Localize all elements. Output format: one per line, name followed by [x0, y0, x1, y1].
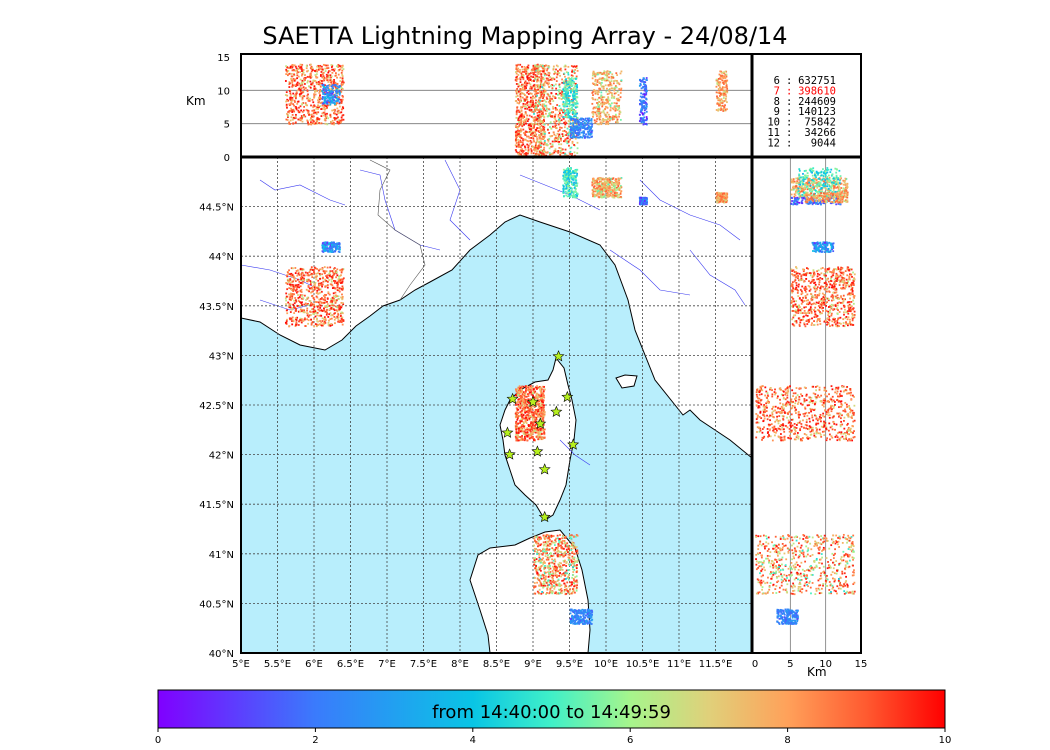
legend-level: 7	[774, 85, 780, 97]
station-star-icon	[527, 395, 539, 408]
altitude-tick-label: 15	[217, 53, 230, 64]
longitude-tick-label: 6.5°E	[337, 659, 364, 670]
longitude-tick-label: 9.5°E	[556, 659, 583, 670]
colorbar-tick-label: 2	[312, 735, 318, 746]
latitude-tick-label: 44.5°N	[199, 203, 234, 214]
latitude-tick-label: 42°N	[209, 451, 234, 462]
station-markers	[501, 350, 580, 523]
altitude-ticks-top: 0 5 10 15	[217, 53, 230, 164]
legend-count: 34266	[804, 127, 836, 139]
legend-separator: :	[786, 106, 792, 118]
longitude-tick-label: 6°E	[305, 659, 323, 670]
legend-level: 12	[767, 137, 780, 149]
legend-separator: :	[786, 127, 792, 139]
longitude-tick-label: 7°E	[378, 659, 396, 670]
altitude-tick-label: 15	[855, 659, 868, 670]
map-panel	[241, 157, 752, 653]
legend-level: 11	[767, 127, 780, 139]
legend-level: 9	[774, 106, 780, 118]
chart-title: SAETTA Lightning Mapping Array - 24/08/1…	[262, 22, 788, 50]
altitude-unit-top: Km	[186, 94, 206, 108]
legend-count: 75842	[804, 117, 836, 129]
longitude-tick-label: 5.5°E	[264, 659, 291, 670]
latitude-tick-label: 42.5°N	[199, 401, 234, 412]
legend-level: 6	[774, 75, 780, 87]
legend-separator: :	[786, 75, 792, 87]
altitude-lat-points	[755, 167, 856, 625]
station-star-icon	[552, 350, 565, 362]
legend-count: 398610	[798, 85, 836, 97]
legend-level: 8	[774, 96, 780, 108]
altitude-tick-label: 10	[819, 659, 832, 670]
altitude-tick-label: 5	[787, 659, 793, 670]
map-gridlines	[241, 157, 752, 653]
legend-separator: :	[786, 96, 792, 108]
altitude-tick-label: 10	[217, 86, 230, 97]
legend-count: 9044	[811, 137, 836, 149]
colorbar-tick-label: 4	[470, 735, 476, 746]
latitude-tick-label: 44°N	[209, 252, 234, 263]
altitude-lat-panel	[752, 157, 861, 653]
station-star-icon	[506, 392, 519, 405]
altitude-tick-label: 0	[752, 659, 758, 670]
longitude-tick-label: 7.5°E	[410, 659, 437, 670]
panel-borders	[240, 53, 862, 654]
latitude-ticks: 40°N 40.5°N 41°N 41.5°N 42°N 42.5°N 43°N 43.5°N…	[199, 203, 234, 660]
colorbar-tick-label: 8	[784, 735, 790, 746]
longitude-tick-label: 5°E	[232, 659, 250, 670]
legend-count: 244609	[798, 96, 836, 108]
colorbar: 0 2 4 6 8 10	[155, 689, 952, 746]
longitude-tick-label: 9°E	[524, 659, 542, 670]
longitude-ticks: 5°E 5.5°E 6°E 6.5°E 7°E 7.5°E 8°E 8.5°E 9°E 9.5°E…	[232, 659, 732, 670]
legend-level: 10	[767, 117, 780, 129]
legend-count: 140123	[798, 106, 836, 118]
station-star-icon	[567, 438, 580, 450]
altitude-lon-panel	[241, 54, 752, 157]
station-star-icon	[534, 417, 547, 429]
altitude-unit-right: Km	[807, 665, 827, 679]
latitude-tick-label: 40.5°N	[199, 599, 234, 610]
elba-island	[615, 374, 638, 389]
station-star-icon	[501, 426, 514, 438]
station-star-icon	[538, 510, 551, 523]
legend-box: 6:6327517:3986108:2446099:14012310:75842…	[752, 54, 861, 157]
colorbar-label: from 14:40:00 to 14:49:59	[432, 702, 671, 723]
latitude-tick-label: 43.5°N	[199, 302, 234, 313]
legend-separator: :	[786, 137, 792, 149]
mainland-landmass	[241, 157, 752, 459]
altitude-ticks-right: 0 5 10 15	[752, 659, 868, 670]
legend-separator: :	[786, 85, 792, 97]
station-star-icon	[503, 448, 516, 460]
colorbar-gradient	[157, 689, 946, 729]
altitude-tick-label: 0	[224, 153, 230, 164]
longitude-tick-label: 8°E	[451, 659, 469, 670]
colorbar-tick-label: 0	[155, 735, 161, 746]
station-star-icon	[561, 390, 574, 403]
longitude-tick-label: 11.5°E	[699, 659, 733, 670]
longitude-tick-label: 8.5°E	[483, 659, 510, 670]
altitude-tick-label: 5	[224, 120, 230, 131]
station-star-icon	[550, 405, 563, 418]
latitude-tick-label: 41.5°N	[199, 500, 234, 511]
altitude-lon-points	[284, 63, 729, 157]
latitude-tick-label: 40°N	[209, 649, 234, 660]
legend-count: 632751	[798, 75, 836, 87]
longitude-tick-label: 10.5°E	[626, 659, 660, 670]
legend-separator: :	[786, 117, 792, 129]
map-lightning-points	[284, 167, 729, 625]
colorbar-tick-label: 10	[939, 735, 952, 746]
longitude-tick-label: 11°E	[667, 659, 691, 670]
sardinia-island	[469, 529, 591, 653]
colorbar-ticks: 0 2 4 6 8 10	[155, 728, 952, 746]
station-star-icon	[538, 463, 551, 475]
colorbar-tick-label: 6	[627, 735, 633, 746]
longitude-tick-label: 10°E	[594, 659, 618, 670]
latitude-tick-label: 41°N	[209, 550, 234, 561]
latitude-tick-label: 43°N	[209, 351, 234, 362]
station-star-icon	[531, 445, 544, 457]
